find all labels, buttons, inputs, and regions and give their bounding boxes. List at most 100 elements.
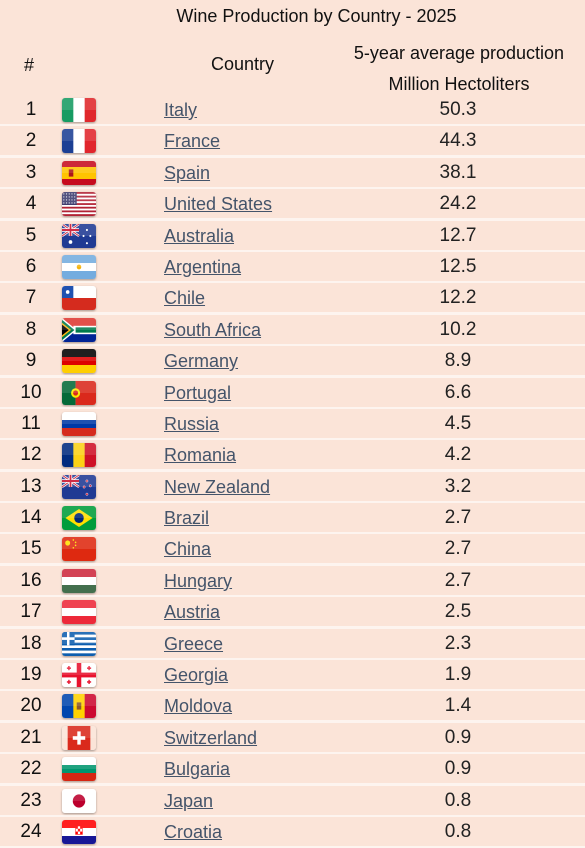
portugal-flag-icon [62,380,96,405]
moldova-flag-icon [62,694,96,719]
rank-cell: 12 [20,444,42,466]
production-value-cell: 8.9 [444,350,472,372]
spain-flag-icon [62,160,96,185]
rank-cell: 5 [25,224,37,246]
table-row: 12 Romania 4.2 [0,440,585,472]
production-value-cell: 0.9 [444,726,472,748]
country-link[interactable]: Austria [164,602,221,623]
rank-cell: 2 [25,130,37,152]
country-link[interactable]: Croatia [164,821,223,842]
rank-cell: 9 [25,350,37,372]
production-value-cell: 1.4 [444,695,472,717]
brazil-flag-icon [62,506,96,531]
country-link[interactable]: Japan [164,790,214,811]
new-zealand-flag-icon [62,474,96,499]
country-link[interactable]: Portugal [164,382,232,403]
production-value-cell: 2.3 [444,632,472,654]
france-flag-icon [62,129,96,154]
production-value-cell: 12.7 [439,224,477,246]
country-link[interactable]: Hungary [164,570,233,591]
country-link[interactable]: Moldova [164,696,233,717]
rank-cell: 6 [25,255,37,277]
production-value-cell: 0.9 [444,758,472,780]
table-row: 6 Argentina 12.5 [0,252,585,284]
rank-cell: 3 [25,161,37,183]
table-row: 14 Brazil 2.7 [0,503,585,535]
production-column-header-line1: 5-year average production [353,43,565,63]
table-row: 1 Italy 50.3 [0,95,585,127]
argentina-flag-icon [62,254,96,279]
japan-flag-icon [62,788,96,813]
production-value-cell: 2.7 [444,538,472,560]
country-link[interactable]: New Zealand [164,476,271,497]
production-value-cell: 3.2 [444,475,472,497]
country-link[interactable]: Romania [164,445,237,466]
rank-cell: 10 [20,381,42,403]
rank-cell: 23 [20,789,42,811]
georgia-flag-icon [62,663,96,688]
greece-flag-icon [62,631,96,656]
country-link[interactable]: Australia [164,225,235,246]
table-row: 2 France 44.3 [0,126,585,158]
rank-cell: 13 [20,475,42,497]
country-link[interactable]: Germany [164,351,239,372]
country-link[interactable]: China [164,539,212,560]
country-link[interactable]: Switzerland [164,727,258,748]
production-value-cell: 2.5 [444,601,472,623]
table-row: 5 Australia 12.7 [0,221,585,252]
table-row: 9 Germany 8.9 [0,346,585,378]
rank-cell: 7 [25,287,37,309]
country-link[interactable]: South Africa [164,319,262,340]
country-link[interactable]: Bulgaria [164,759,231,780]
rank-cell: 14 [20,507,42,529]
rank-cell: 4 [25,193,37,215]
table-row: 15 China 2.7 [0,534,585,566]
country-link[interactable]: France [164,131,221,152]
production-value-cell: 44.3 [439,130,477,152]
rank-cell: 1 [25,99,37,120]
country-table: 1 Italy 50.3 2 France 44.3 3 Spain 38.1 4 Unit… [0,95,585,848]
country-link[interactable]: Argentina [164,256,242,277]
country-link[interactable]: United States [164,194,273,215]
table-row: 17 Austria 2.5 [0,597,585,629]
country-link[interactable]: Greece [164,633,224,654]
rank-cell: 15 [20,538,42,560]
country-link[interactable]: Russia [164,413,220,434]
rank-cell: 20 [20,695,42,717]
table-row: 3 Spain 38.1 [0,158,585,190]
bulgaria-flag-icon [62,757,96,782]
russia-flag-icon [62,411,96,436]
china-flag-icon [62,537,96,562]
chile-flag-icon [62,286,96,311]
production-column-header: 5-year average production Million Hectol… [344,38,574,100]
table-row: 10 Portugal 6.6 [0,378,585,409]
table-row: 19 Georgia 1.9 [0,660,585,692]
country-link[interactable]: Italy [164,100,198,120]
rank-cell: 22 [20,758,42,780]
production-value-cell: 10.2 [439,318,477,340]
production-value-cell: 0.8 [444,820,472,842]
country-link[interactable]: Chile [164,288,206,309]
production-value-cell: 38.1 [439,161,477,183]
rank-cell: 24 [20,820,42,842]
table-row: 24 Croatia 0.8 [0,817,585,848]
production-value-cell: 12.2 [439,287,477,309]
rank-cell: 11 [21,412,41,434]
romania-flag-icon [62,443,96,468]
production-value-cell: 1.9 [444,664,472,686]
table-row: 11 Russia 4.5 [0,409,585,441]
country-link[interactable]: Spain [164,162,211,183]
production-value-cell: 2.7 [444,507,472,529]
rank-cell: 19 [20,664,42,686]
table-row: 4 United States 24.2 [0,189,585,221]
production-value-cell: 24.2 [439,193,477,215]
rank-cell: 16 [20,569,42,591]
table-row: 18 Greece 2.3 [0,629,585,661]
chart-title: Wine Production by Country - 2025 [176,6,457,26]
production-value-cell: 4.5 [444,412,472,434]
usa-flag-icon [62,192,96,217]
country-link[interactable]: Brazil [164,508,210,529]
production-value-cell: 6.6 [444,381,472,403]
country-link[interactable]: Georgia [164,665,229,686]
production-value-cell: 12.5 [439,255,477,277]
